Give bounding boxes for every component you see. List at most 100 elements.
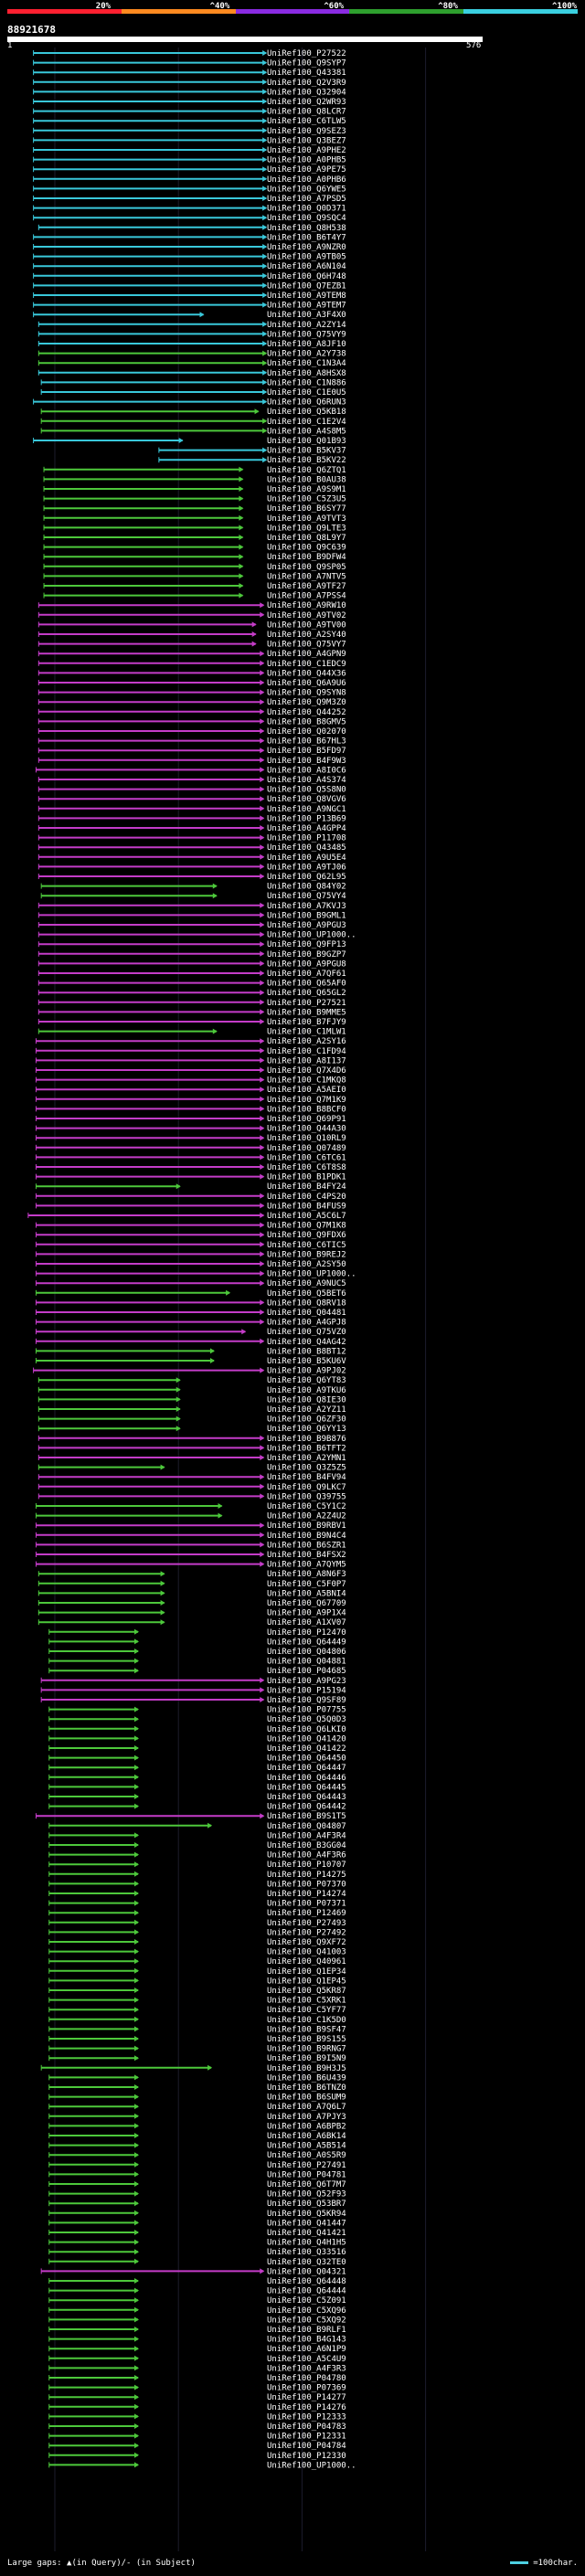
hit-label: UniRef100_A9S9M1 — [267, 485, 346, 494]
hit-end-arrow — [176, 1406, 181, 1412]
hit-end-arrow — [260, 805, 265, 811]
hit-row: UniRef100_Q7X4D6 — [35, 1066, 346, 1076]
hit-label: UniRef100_A4S374 — [267, 776, 346, 785]
hit-label: UniRef100_B9DFW4 — [267, 553, 346, 562]
hit-row: UniRef100_P27521 — [37, 999, 346, 1008]
hit-end-arrow — [134, 2249, 139, 2255]
hit-label: UniRef100_B9REJ2 — [267, 1250, 346, 1259]
hit-row: UniRef100_B6U439 — [48, 2073, 346, 2083]
hit-row: UniRef100_Q8H538 — [37, 224, 346, 233]
hit-label: UniRef100_B8GMV5 — [267, 717, 346, 726]
hit-label: UniRef100_P07370 — [267, 1880, 346, 1889]
hit-row: UniRef100_A4GPP4 — [37, 824, 346, 833]
hit-label: UniRef100_Q84Y02 — [267, 883, 346, 892]
hit-row: UniRef100_Q5KR94 — [48, 2210, 346, 2219]
hit-row: UniRef100_P11708 — [37, 834, 346, 843]
hit-row: UniRef100_C6TIC5 — [35, 1241, 346, 1250]
hit-label: UniRef100_Q9M3Z0 — [267, 698, 346, 707]
hit-end-arrow — [239, 535, 244, 540]
hit-row: UniRef100_C6TLW5 — [33, 117, 346, 126]
query-ruler — [7, 37, 483, 42]
hit-end-arrow — [134, 1668, 139, 1674]
hit-row: UniRef100_C1N886 — [40, 378, 346, 387]
hit-label: UniRef100_P27492 — [267, 1928, 346, 1937]
hit-label: UniRef100_Q75VZ0 — [267, 1328, 346, 1337]
hit-end-arrow — [260, 864, 265, 870]
hit-label: UniRef100_Q64442 — [267, 1803, 346, 1812]
hit-label: UniRef100_Q41447 — [267, 2219, 346, 2228]
hit-end-arrow — [134, 1997, 139, 2003]
hit-end-arrow — [134, 2394, 139, 2401]
hit-end-arrow — [260, 825, 265, 831]
hit-label: UniRef100_A5C4U9 — [267, 2355, 346, 2364]
hit-row: UniRef100_A8N6F3 — [37, 1570, 346, 1579]
hit-end-arrow — [134, 2104, 139, 2110]
hit-row: UniRef100_P13B69 — [37, 814, 346, 823]
hit-label: UniRef100_B4G143 — [267, 2336, 346, 2345]
hit-end-arrow — [239, 514, 244, 521]
hit-row: UniRef100_Q6ZF30 — [37, 1415, 346, 1425]
hit-row: UniRef100_Q44252 — [37, 708, 346, 717]
hit-label: UniRef100_A4F3R3 — [267, 2364, 346, 2373]
hit-row: UniRef100_C5XQ96 — [48, 2306, 346, 2316]
hit-label: UniRef100_P27521 — [267, 999, 346, 1008]
hit-label: UniRef100_A9TV02 — [267, 611, 346, 620]
hit-row: UniRef100_A6BK14 — [48, 2132, 346, 2141]
hit-end-arrow — [134, 1977, 139, 1984]
hit-end-arrow — [239, 592, 244, 599]
hit-end-arrow — [239, 476, 244, 482]
hit-row: UniRef100_Q9M3Z0 — [37, 698, 346, 707]
hit-label: UniRef100_Q64444 — [267, 2287, 346, 2296]
hit-row: UniRef100_B9B876 — [37, 1435, 346, 1444]
hit-end-arrow — [262, 263, 268, 270]
hit-row: UniRef100_A7PSS4 — [43, 592, 346, 601]
hit-label: UniRef100_Q9SF89 — [267, 1696, 346, 1705]
hit-end-arrow — [260, 777, 265, 782]
hit-row: UniRef100_B5KV22 — [158, 456, 346, 465]
hit-label: UniRef100_Q8H538 — [267, 224, 346, 233]
hit-end-arrow — [160, 1590, 165, 1596]
hit-row: UniRef100_P15194 — [40, 1686, 346, 1695]
hit-label: UniRef100_B6T4Y7 — [267, 233, 346, 242]
hit-end-arrow — [134, 2306, 139, 2313]
hit-label: UniRef100_Q6A9U6 — [267, 679, 346, 688]
hit-end-arrow — [260, 1096, 265, 1102]
hit-label: UniRef100_A7QF61 — [267, 970, 346, 979]
hit-row: UniRef100_Q5S8N0 — [37, 786, 346, 795]
hit-end-arrow — [260, 1173, 265, 1180]
hit-end-arrow — [260, 1813, 265, 1819]
hit-row: UniRef100_Q7EZB1 — [33, 281, 346, 291]
hit-row: UniRef100_UP1000.. — [37, 931, 356, 940]
hit-row: UniRef100_P27492 — [48, 1928, 346, 1937]
hit-label: UniRef100_Q6ZF30 — [267, 1415, 346, 1425]
hit-end-arrow — [260, 1319, 265, 1325]
hit-end-arrow — [260, 1445, 265, 1451]
hit-label: UniRef100_Q64447 — [267, 1764, 346, 1773]
hit-row: UniRef100_Q8L9Y7 — [43, 534, 346, 543]
hit-label: UniRef100_A8I0C6 — [267, 766, 346, 775]
hit-end-arrow — [134, 1832, 139, 1839]
hit-label: UniRef100_A1XV07 — [267, 1618, 346, 1627]
hit-label: UniRef100_Q8LCR7 — [267, 108, 346, 117]
hit-end-arrow — [134, 1939, 139, 1945]
hit-row: UniRef100_B8BT12 — [35, 1347, 346, 1356]
hit-end-arrow — [134, 2230, 139, 2235]
hit-end-arrow — [262, 147, 268, 153]
hit-label: UniRef100_UP1000.. — [267, 2461, 356, 2470]
hit-row: UniRef100_A9TEM8 — [33, 292, 346, 301]
hit-row: UniRef100_Q64446 — [48, 1774, 346, 1783]
hit-label: UniRef100_P12469 — [267, 1909, 346, 1918]
hit-row: UniRef100_Q9LTE3 — [43, 524, 346, 533]
hit-label: UniRef100_P07369 — [267, 2384, 346, 2393]
hit-label: UniRef100_Q41421 — [267, 2229, 346, 2238]
hit-label: UniRef100_A9TF27 — [267, 582, 346, 591]
hit-row: UniRef100_Q9SF89 — [40, 1696, 346, 1705]
hit-end-arrow — [134, 2200, 139, 2207]
hit-row: UniRef100_Q4AG42 — [35, 1338, 346, 1347]
hit-end-arrow — [134, 2171, 139, 2178]
hit-label: UniRef100_B6U439 — [267, 2073, 346, 2083]
hit-label: UniRef100_A7KVJ3 — [267, 902, 346, 911]
hit-end-arrow — [134, 2346, 139, 2352]
hit-end-arrow — [134, 2462, 139, 2468]
hit-label: UniRef100_Q04481 — [267, 1309, 346, 1318]
